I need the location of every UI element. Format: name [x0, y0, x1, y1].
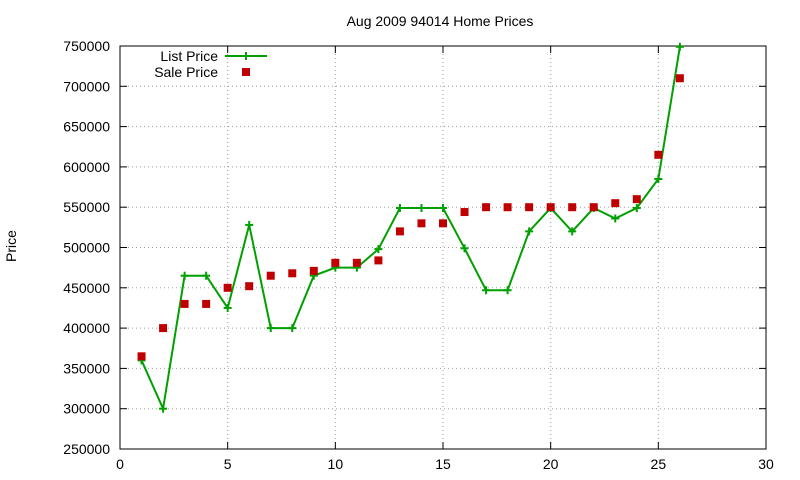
- data-point-list-price: [417, 204, 426, 213]
- data-point-list-price: [654, 174, 663, 183]
- data-point-sale-price: [546, 203, 555, 212]
- data-point-list-price: [675, 42, 684, 51]
- data-point-sale-price: [395, 227, 404, 236]
- x-tick-label: 10: [328, 456, 344, 472]
- data-point-sale-price: [202, 299, 211, 308]
- y-tick-label: 750000: [63, 38, 110, 54]
- x-tick-label: 0: [116, 456, 124, 472]
- chart-title: Aug 2009 94014 Home Prices: [347, 13, 534, 29]
- data-point-sale-price: [374, 256, 383, 265]
- data-point-list-price: [202, 271, 211, 280]
- legend-label: Sale Price: [154, 64, 218, 80]
- data-point-sale-price: [352, 258, 361, 267]
- y-tick-label: 250000: [63, 441, 110, 457]
- data-point-list-price: [266, 324, 275, 333]
- x-tick-label: 15: [435, 456, 451, 472]
- data-point-sale-price: [309, 266, 318, 275]
- legend-swatch-marker: [242, 52, 250, 60]
- data-point-list-price: [288, 324, 297, 333]
- data-point-sale-price: [266, 271, 275, 280]
- data-point-sale-price: [159, 324, 168, 333]
- data-point-sale-price: [589, 203, 598, 212]
- data-point-list-price: [374, 245, 383, 254]
- series-sale-price: [137, 74, 684, 361]
- y-tick-label: 450000: [63, 280, 110, 296]
- legend-swatch-marker: [242, 68, 250, 76]
- y-tick-label: 400000: [63, 320, 110, 336]
- data-point-list-price: [525, 227, 534, 236]
- y-axis-label: Price: [3, 230, 19, 262]
- data-point-list-price: [611, 214, 620, 223]
- x-tick-label: 5: [224, 456, 232, 472]
- y-tick-label: 650000: [63, 119, 110, 135]
- series-layer: [137, 42, 684, 413]
- data-point-sale-price: [331, 258, 340, 267]
- data-point-list-price: [245, 220, 254, 229]
- data-point-list-price: [460, 244, 469, 253]
- legend-label: List Price: [160, 48, 218, 64]
- data-point-list-price: [503, 286, 512, 295]
- x-axis-ticks: 0 5 10 15 20 25 30: [116, 46, 774, 472]
- data-point-sale-price: [611, 199, 620, 208]
- data-point-sale-price: [632, 195, 641, 204]
- data-point-list-price: [439, 204, 447, 213]
- data-point-sale-price: [503, 203, 512, 212]
- x-tick-label: 30: [758, 456, 774, 472]
- data-point-sale-price: [137, 352, 146, 361]
- data-point-sale-price: [568, 203, 577, 212]
- y-tick-label: 500000: [63, 240, 110, 256]
- y-axis-ticks: 250000 300000 350000 400000 450000 500000 5500…: [63, 38, 766, 457]
- data-point-sale-price: [439, 219, 447, 228]
- data-point-sale-price: [525, 203, 534, 212]
- x-tick-label: 25: [651, 456, 667, 472]
- data-point-sale-price: [245, 282, 254, 291]
- y-tick-label: 350000: [63, 360, 110, 376]
- data-point-sale-price: [223, 283, 232, 292]
- data-point-sale-price: [675, 74, 684, 83]
- data-point-sale-price: [460, 208, 469, 217]
- data-point-list-price: [180, 271, 189, 280]
- data-point-list-price: [632, 204, 641, 213]
- data-point-list-price: [395, 204, 404, 213]
- data-point-sale-price: [417, 219, 426, 228]
- y-tick-label: 550000: [63, 199, 110, 215]
- data-point-sale-price: [180, 299, 189, 308]
- y-tick-label: 300000: [63, 401, 110, 417]
- y-tick-label: 600000: [63, 159, 110, 175]
- series-line-list-price: [140, 46, 681, 413]
- data-point-list-price: [223, 303, 232, 312]
- data-point-list-price: [482, 286, 491, 295]
- data-point-sale-price: [482, 203, 491, 212]
- series-list-price: [137, 42, 684, 413]
- grid: [120, 46, 766, 449]
- x-tick-label: 20: [543, 456, 559, 472]
- data-point-list-price: [568, 227, 577, 236]
- data-point-list-price: [159, 404, 168, 413]
- data-point-sale-price: [654, 150, 663, 159]
- data-point-sale-price: [288, 269, 297, 278]
- y-tick-label: 700000: [63, 78, 110, 94]
